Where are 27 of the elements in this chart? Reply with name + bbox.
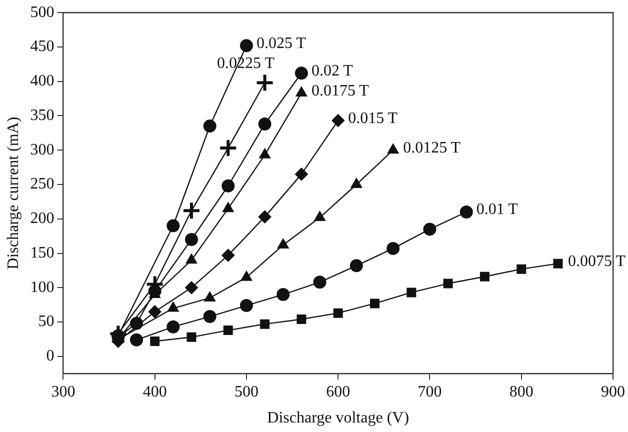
x-tick-label: 500 (234, 383, 258, 400)
y-axis-title: Discharge current (mA) (4, 116, 22, 270)
y-tick-label: 100 (30, 278, 54, 296)
y-tick-label: 50 (38, 313, 54, 330)
x-tick-label: 300 (51, 383, 76, 400)
x-axis-title: Discharge voltage (V) (267, 410, 410, 427)
series-label: 0.015 T (348, 110, 398, 127)
x-tick-label: 800 (509, 383, 534, 400)
x-tick-label: 400 (142, 383, 167, 400)
y-tick-label: 0 (46, 348, 54, 365)
y-tick-label: 450 (30, 38, 54, 56)
y-tick-label: 400 (30, 72, 54, 90)
x-tick-label: 600 (326, 383, 350, 400)
series-label: 0.01 T (476, 201, 518, 218)
series-label: 0.0125 T (403, 139, 461, 156)
y-tick-label: 350 (30, 106, 54, 124)
y-tick-label: 300 (30, 141, 54, 158)
series-label: 0.0175 T (311, 82, 370, 100)
series-label: 0.0075 T (568, 252, 626, 270)
y-tick-label: 150 (30, 244, 54, 262)
series-label: 0.025 T (256, 34, 306, 52)
x-tick-label: 700 (418, 383, 442, 400)
series-label: 0.02 T (311, 62, 354, 80)
x-tick-label: 900 (601, 383, 625, 400)
y-tick-label: 250 (30, 176, 54, 193)
y-tick-label: 200 (30, 210, 54, 228)
y-tick-label: 500 (30, 4, 54, 21)
